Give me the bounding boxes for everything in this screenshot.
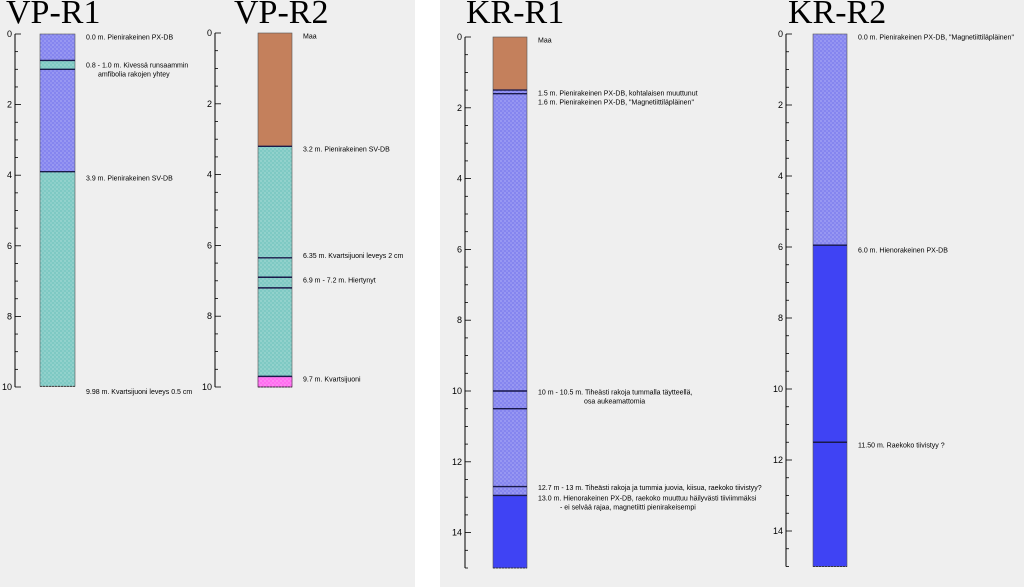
axis-tick-label: 8 (7, 311, 12, 321)
layer-cg (493, 495, 527, 568)
layer-texture (258, 376, 292, 387)
depth-note: amfibolia rakojen yhtey (98, 72, 170, 79)
axis-tick-label: 10 (2, 382, 12, 392)
panel-vp-r1: VP-R1 0 2 4 6 8 10 0.0 m. Pienirakeinen PX-DB 0… (0, 0, 415, 587)
axis-tick-label: 4 (778, 171, 783, 181)
depth-note: 13.0 m. Hienorakeinen PX-DB, raekoko muu… (538, 496, 757, 503)
layer-maa (493, 37, 527, 91)
depth-note: 12.7 m - 13 m. Tiheästi rakoja ja tummia… (538, 485, 762, 492)
panel-title: KR-R1 (466, 0, 565, 31)
layer-texture (40, 34, 75, 61)
axis-tick-label: 4 (7, 170, 12, 180)
panel-title: VP-R2 (234, 0, 329, 31)
axis-tick-label: 0 (207, 28, 212, 38)
axis-tick-label: 8 (207, 311, 212, 321)
axis-tick-label: 2 (778, 100, 783, 110)
axis-tick-label: 0 (457, 32, 462, 42)
depth-note: 10 m - 10.5 m. Tiheästi rakoja tummalla … (538, 390, 693, 397)
depth-note: 6.35 m. Kvartsijuoni leveys 2 cm (303, 253, 404, 260)
axis-tick-label: 12 (773, 455, 783, 465)
column-outline (39, 33, 76, 387)
drill-log-kr-r1: 0 2 4 6 8 10 12 14 Maa 1.5 m. Pienirakeinen PX-DB… (452, 32, 762, 569)
axis-tick-label: 4 (457, 174, 462, 184)
depth-note: 11.50 m. Raekoko tiivistyy ? (858, 443, 945, 450)
panel-title: KR-R2 (788, 0, 887, 31)
axis-tick-label: 8 (457, 315, 462, 325)
depth-note: Maa (538, 37, 552, 44)
depth-note: 1.6 m. Pienirakeinen PX-DB, "Magnetiitti… (538, 99, 694, 106)
depth-note: 0.8 - 1.0 m. Kivessä runsaammin (86, 63, 188, 70)
axis-tick-label: 6 (457, 244, 462, 254)
axis-tick-label: 6 (7, 241, 12, 251)
axis-tick-label: 10 (202, 382, 212, 392)
depth-note: 6.9 m - 7.2 m. Hiertynyt (303, 278, 376, 285)
layer-texture (493, 90, 527, 496)
depth-note: - ei selvää rajaa, magnetiitti pienirake… (560, 505, 696, 512)
axis-tick-label: 2 (7, 100, 12, 110)
axis-tick-label: 2 (207, 99, 212, 109)
drill-log-kr-r2: 0 2 4 6 8 10 12 14 0.0 m. Pienirakeinen PX-DB, "… (773, 29, 1014, 567)
layer-texture (40, 69, 75, 172)
panel-kr-r1: KR-R1 0 2 4 6 8 10 12 14 Maa 1.5 m. Pienirakeinen… (440, 0, 1024, 587)
depth-note: 0.0 m. Pienirakeinen PX-DB (86, 34, 173, 41)
depth-note: 6.0 m. Hienorakeinen PX-DB (858, 247, 948, 254)
depth-note: 0.0 m. Pienirakeinen PX-DB, "Magnetiitti… (858, 34, 1014, 41)
axis-tick-label: 4 (207, 170, 212, 180)
depth-note: 3.2 m. Pienirakeinen SV-DB (303, 147, 390, 154)
axis-tick-label: 14 (452, 528, 462, 538)
axis-tick-label: 8 (778, 313, 783, 323)
axis-tick-label: 12 (452, 457, 462, 467)
axis-tick-label: 14 (773, 526, 783, 536)
depth-note: 9.98 m. Kvartsijuoni leveys 0.5 cm (86, 389, 192, 396)
depth-note: 3.9 m. Pienirakeinen SV-DB (86, 175, 173, 182)
layer-texture (258, 146, 292, 377)
layer-texture (40, 60, 75, 70)
layer-maa (258, 33, 292, 147)
depth-note: 9.7 m. Kvartsijuoni (303, 377, 361, 384)
layer-texture (40, 171, 75, 387)
axis-tick-label: 0 (7, 29, 12, 39)
depth-note: osa aukeamattomia (584, 399, 645, 406)
panel-vp-r2: VP-R2 0 2 4 6 8 10 Maa 3.2 m. Pienirakeinen SV-… (200, 0, 415, 587)
axis-tick-label: 2 (457, 103, 462, 113)
axis-tick-label: 10 (452, 386, 462, 396)
depth-note: 1.5 m. Pienirakeinen PX-DB, kohtalaisen … (538, 90, 698, 97)
layer-texture (813, 34, 847, 246)
drill-log-vp-r2: 0 2 4 6 8 10 Maa 3.2 m. Pienirakeinen SV-DB 6.35… (202, 28, 404, 392)
axis-tick-label: 0 (778, 29, 783, 39)
panel-kr-r2: KR-R2 0 2 4 6 8 10 12 14 0.0 m. Pienirakeinen PX… (760, 0, 1024, 587)
panel-title: VP-R1 (6, 0, 101, 31)
axis-tick-label: 10 (773, 384, 783, 394)
axis-tick-label: 6 (207, 240, 212, 250)
axis-tick-label: 6 (778, 242, 783, 252)
drill-log-vp-r1: 0 2 4 6 8 10 0.0 m. Pienirakeinen PX-DB 0.8 - 1… (2, 29, 192, 396)
depth-note: Maa (303, 33, 317, 40)
layer-cg (813, 245, 847, 567)
